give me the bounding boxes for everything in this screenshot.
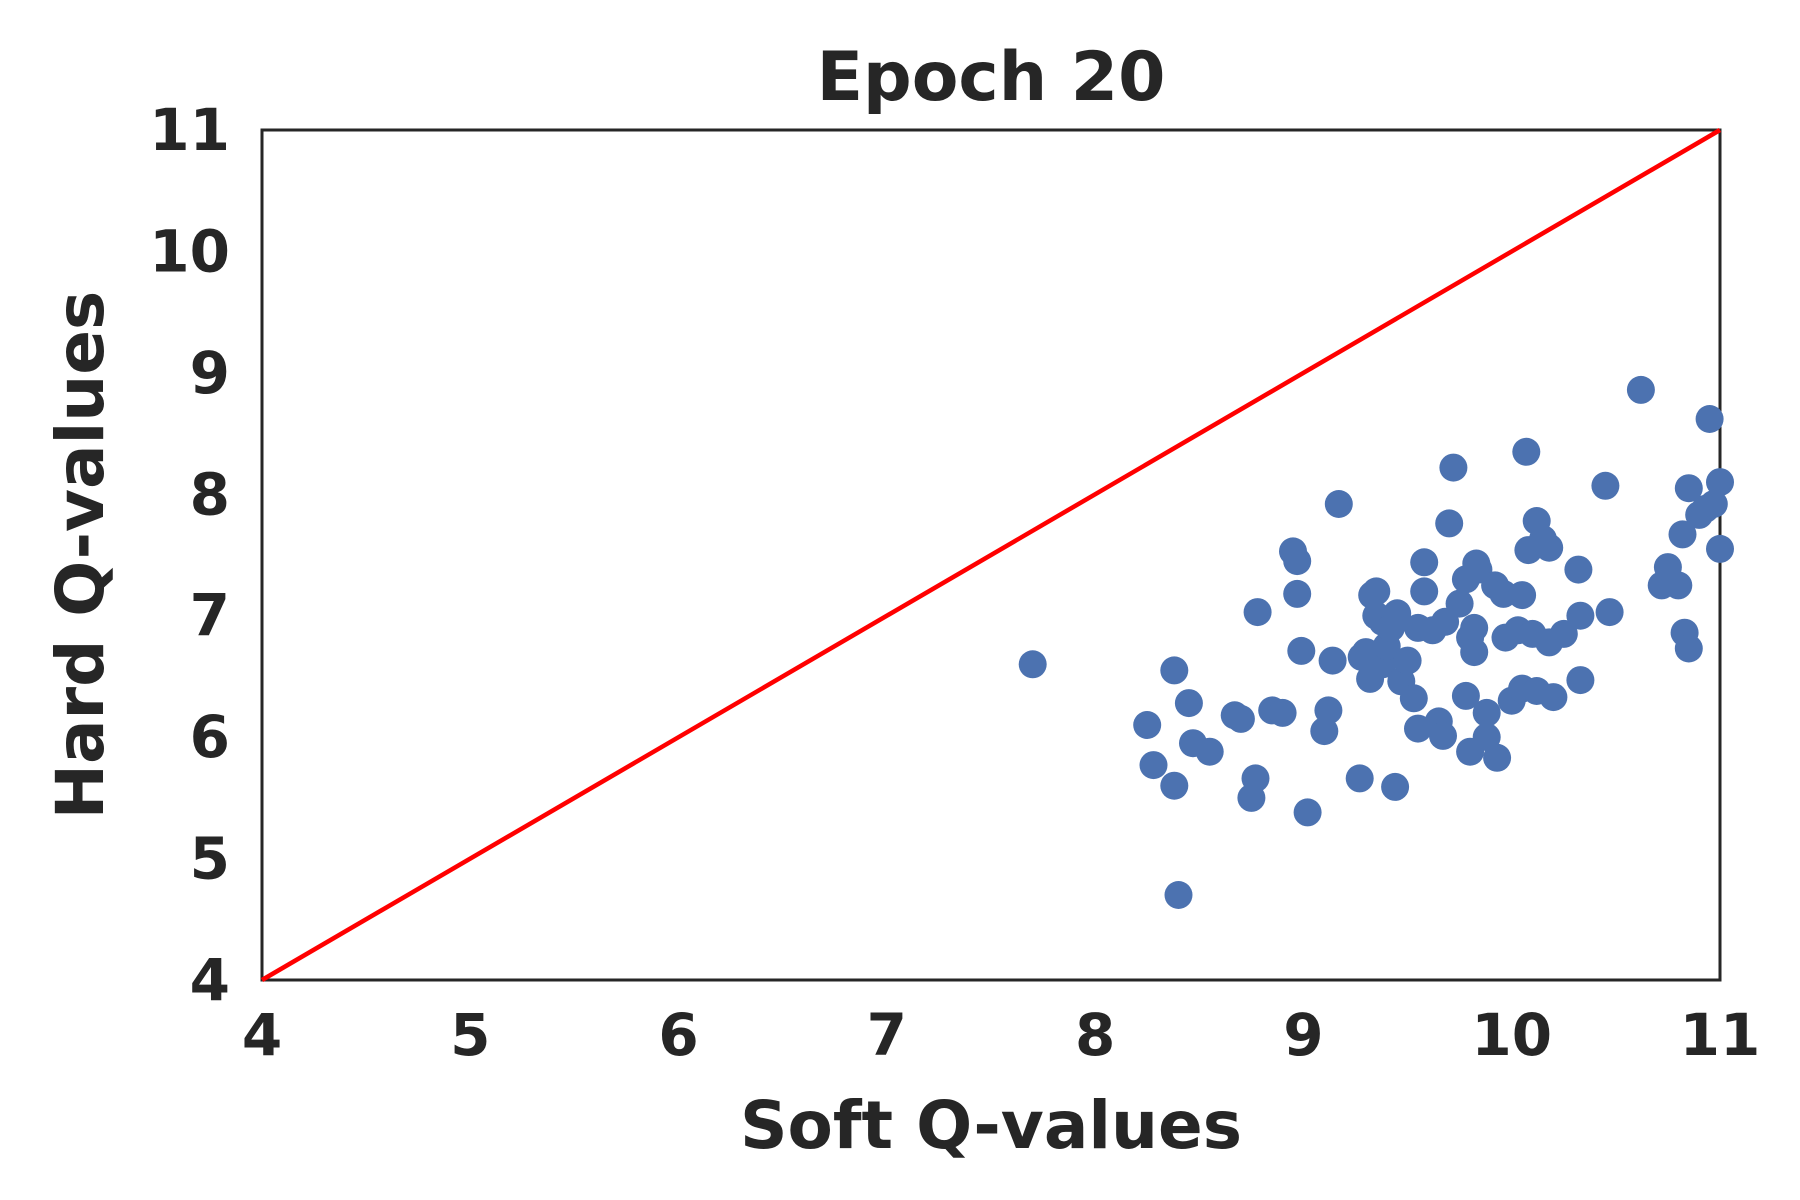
scatter-point [1674,634,1703,663]
scatter-point [1310,717,1339,746]
scatter-point [1345,764,1374,793]
y-tick-label: 10 [149,217,230,285]
scatter-point [1429,721,1457,750]
scatter-point [1283,579,1312,608]
x-axis-label: Soft Q-values [740,1087,1242,1164]
scatter-point [1668,520,1697,549]
y-tick-label: 6 [190,703,230,771]
scatter-point [1564,555,1593,584]
scatter-point [1451,681,1480,710]
scatter-point [1566,601,1595,630]
scatter-point [1393,646,1422,675]
scatter-point [1539,683,1568,712]
scatter-point [1195,737,1224,766]
x-tick-label: 4 [242,1001,282,1069]
x-tick-label: 6 [658,1001,698,1069]
x-tick-label: 5 [450,1001,490,1069]
scatter-point [1318,646,1347,675]
scatter-point [1381,772,1410,801]
scatter-point [1174,689,1203,718]
y-tick-label: 11 [149,96,230,164]
scatter-point [1706,468,1734,497]
scatter-point [1160,771,1189,800]
scatter-point [1293,798,1322,827]
scatter-point [1399,684,1428,713]
scatter-point [1445,589,1474,618]
x-tick-label: 10 [1471,1001,1552,1069]
chart-title: Epoch 20 [817,38,1166,117]
y-axis-label: Hard Q-values [42,291,119,819]
scatter-point [1287,636,1316,665]
x-tick-label: 9 [1283,1001,1323,1069]
scatter-point [1595,598,1624,627]
scatter-point [1472,723,1501,752]
scatter-point [1160,656,1189,685]
identity-reference-line [260,128,1722,982]
scatter-point [1626,375,1655,404]
scatter-point [1439,453,1468,482]
scatter-point [1535,533,1564,562]
scatter-point [1139,751,1168,780]
scatter-point [1018,650,1047,679]
scatter-point [1695,405,1724,433]
scatter-point [1324,490,1353,518]
scatter-point [1383,599,1412,628]
scatter-point [1164,881,1193,909]
scatter-point [1362,577,1391,606]
scatter-point [1241,764,1270,793]
scatter-point [1566,666,1595,695]
y-tick-label: 7 [190,582,230,650]
scatter-point [1460,638,1489,667]
scatter-point [1699,490,1728,518]
scatter-point [1674,474,1703,503]
scatter-point [1664,571,1693,600]
scatter-point [1314,696,1343,725]
scatter-point [1268,698,1297,727]
y-tick-label: 4 [190,946,230,1014]
scatter-point [1483,743,1512,772]
scatter-point [1133,711,1162,739]
scatter-point [1472,698,1501,727]
y-tick-label: 9 [190,339,230,407]
scatter-point [1460,613,1489,642]
scatter-point [1512,437,1541,466]
x-tick-label: 7 [867,1001,907,1069]
x-tick-label: 11 [1680,1001,1761,1069]
scatter-point [1706,534,1734,563]
scatter-point [1508,581,1537,610]
x-axis-ticks: 4 5 6 7 8 9 10 11 [242,1001,1761,1069]
scatter-points [1018,375,1734,909]
scatter-point [1435,509,1464,538]
scatter-point [1410,577,1439,606]
scatter-point [1410,548,1439,577]
scatter-point [1549,619,1578,648]
scatter-point [1243,598,1272,627]
y-tick-label: 8 [190,460,230,528]
scatter-point [1283,547,1312,576]
scatter-point [1226,704,1255,733]
y-tick-label: 5 [190,825,230,893]
scatter-point [1591,471,1620,500]
y-axis-ticks: 4 5 6 7 8 9 10 11 [149,96,230,1014]
x-tick-label: 8 [1075,1001,1115,1069]
